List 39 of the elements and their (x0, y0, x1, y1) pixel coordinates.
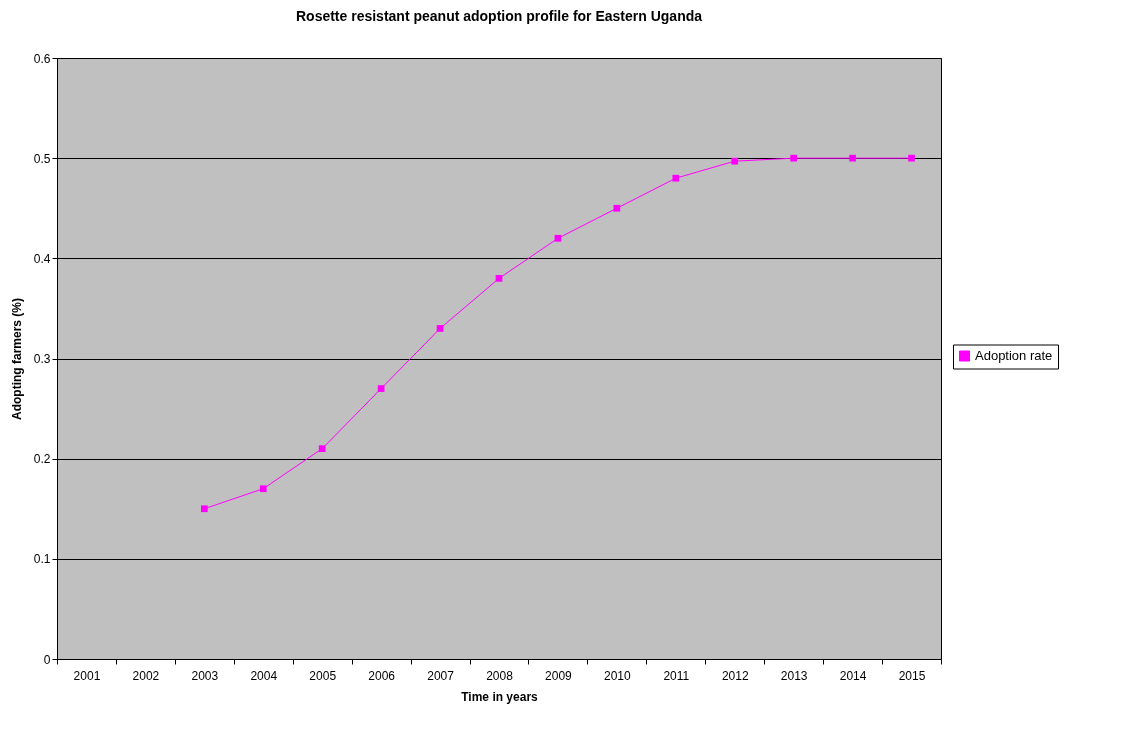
point (554, 234, 562, 242)
point (849, 154, 856, 162)
y-tick-label: 0.4 (33, 251, 51, 266)
point (200, 505, 208, 513)
point (790, 154, 798, 162)
x-tick-label: 2010 (604, 668, 632, 683)
x-tick-label: 2007 (427, 668, 455, 683)
point (436, 325, 444, 332)
y-tick-label: 0 (43, 652, 51, 667)
x-tick-label: 2001 (73, 668, 101, 683)
x-tick-label: 2006 (368, 668, 396, 683)
point (377, 385, 385, 392)
x-tick-label: 2013 (780, 668, 808, 683)
point (495, 275, 503, 282)
x-tick-label: 2014 (839, 668, 867, 683)
legend-label: Adoption rate (975, 348, 1053, 363)
x-tick-label: 2011 (663, 668, 690, 683)
x-tick-label: 2015 (898, 668, 926, 683)
x-tick-label: 2012 (721, 668, 749, 683)
point (259, 485, 267, 493)
y-axis-title: Adopting farmers (%) (9, 297, 24, 421)
x-tick-label: 2009 (545, 668, 573, 683)
point (731, 157, 739, 165)
x-tick-label: 2008 (486, 668, 514, 683)
x-tick-label: 2005 (309, 668, 337, 683)
point (318, 445, 326, 452)
x-tick-label: 2004 (250, 668, 278, 683)
y-tick-label: 0.5 (33, 151, 51, 166)
y-tick-label: 0.3 (33, 352, 51, 366)
point (672, 174, 680, 182)
y-tick-label: 0.1 (33, 552, 51, 567)
x-tick-label: 2002 (132, 668, 160, 683)
point (908, 154, 915, 162)
chart-title: Rosette resistant peanut adoption profile for Eastern Uganda (295, 8, 703, 24)
x-tick-label: 2003 (191, 668, 219, 683)
point (613, 204, 621, 212)
y-tick-label: 0.6 (33, 51, 51, 66)
y-tick-label: 0.2 (33, 452, 51, 467)
x-axis-title: Time in years (461, 689, 539, 704)
